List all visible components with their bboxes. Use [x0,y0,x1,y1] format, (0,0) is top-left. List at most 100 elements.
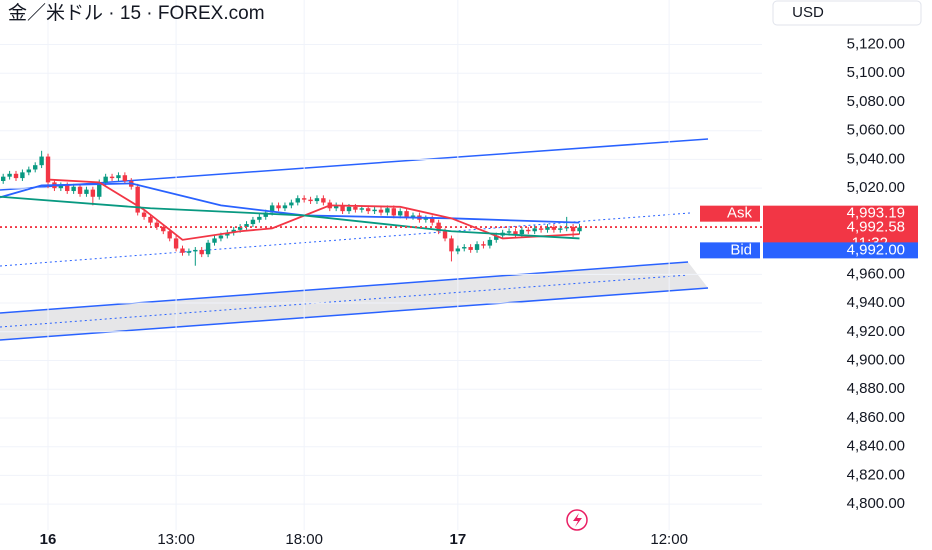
candle-body [398,211,403,216]
candle-body [167,231,172,239]
candle-body [346,206,352,212]
grid [0,0,762,530]
y-tick-label: 5,020.00 [847,179,905,196]
replay-icon[interactable] [566,509,588,531]
candle-body [577,227,582,232]
candle-body [410,215,416,217]
candle-body [84,189,89,194]
candle-body [122,175,128,181]
y-tick-label: 5,080.00 [847,93,905,110]
candle-body [570,226,576,232]
channel-line [0,261,689,314]
candle-body [308,199,313,202]
candle-body [385,208,390,213]
y-tick-label: 5,060.00 [847,122,905,139]
price-tag [763,242,918,259]
candle-body [301,198,307,200]
candle-body [353,206,358,210]
candle-body [538,228,544,230]
y-tick-label: 4,800.00 [847,495,905,512]
candle-body [449,238,454,252]
x-tick-label: 17 [449,531,466,548]
candle-body [359,208,364,210]
x-tick-label: 18:00 [285,531,323,548]
y-tick-label: 4,940.00 [847,294,905,311]
candle-body [404,211,409,217]
candle-body [474,244,480,250]
candle-body [372,209,377,212]
price-tag-label: 4,992.58 [847,219,905,236]
x-tick-label: 13:00 [157,531,195,548]
candle-body [513,231,518,235]
candle-body [487,239,493,246]
candle-body [263,212,268,217]
candle-body [269,205,275,213]
candle-body [237,226,243,230]
candle-body [65,185,70,192]
candle-body [39,156,44,166]
channel-fill [0,262,708,340]
candle-body [135,186,140,213]
candle-body [33,165,38,170]
candle-body [506,231,512,233]
candle-body [365,208,371,212]
candle-body [442,231,448,239]
candle-body [430,218,435,223]
candle-body [423,218,429,220]
candle-body [90,189,96,197]
y-tick-label: 4,840.00 [847,438,905,455]
tag-name: Ask [727,205,753,222]
candle-body [314,198,320,202]
candle-body [77,186,83,194]
candle-body [276,205,281,209]
candle-body [391,208,397,216]
tag-name-box [700,205,760,222]
candle-body [532,228,537,232]
candle-body [545,226,550,230]
candle-body [282,205,288,209]
candle-body [455,248,461,252]
candle-body [378,209,384,213]
candle-body [71,186,76,192]
candle-body [103,176,108,183]
tag-name: Bid [730,241,752,258]
candle-body [58,185,64,189]
candle-body [7,173,12,177]
candle-body [526,229,531,232]
y-tick-label: 4,960.00 [847,265,905,282]
candle-body [244,224,249,227]
candle-body [154,222,160,227]
y-tick-label: 5,040.00 [847,150,905,167]
candle-body [494,235,499,240]
price-tag-label: 4,992.00 [847,241,905,258]
icon-bolt [573,513,582,527]
candle-body [173,238,179,249]
price-tag-label: 4,993.19 [847,205,905,222]
candle-body [231,229,236,233]
candle-body [26,169,32,173]
candle-body [551,226,557,230]
candle-body [186,251,192,253]
candle-body [295,198,300,203]
currency-box[interactable] [772,0,922,26]
candle-body [333,205,339,209]
candle-body [212,238,217,243]
candle-body [141,212,147,217]
candle-body [193,249,198,252]
x-tick-label: 16 [40,531,57,548]
indicator-line [47,178,580,241]
candle-body [225,232,230,236]
candle-body [180,248,185,253]
candle-body [481,244,486,246]
candle-body [161,226,166,232]
candle-body [250,219,256,225]
y-tick-label: 4,820.00 [847,466,905,483]
tag-name-box [700,242,760,259]
candle-body [97,182,102,197]
candle-body [1,176,6,181]
y-tick-label: 5,100.00 [847,64,905,81]
candle-body [468,247,473,250]
plot [0,0,762,530]
candle-body [109,176,115,179]
